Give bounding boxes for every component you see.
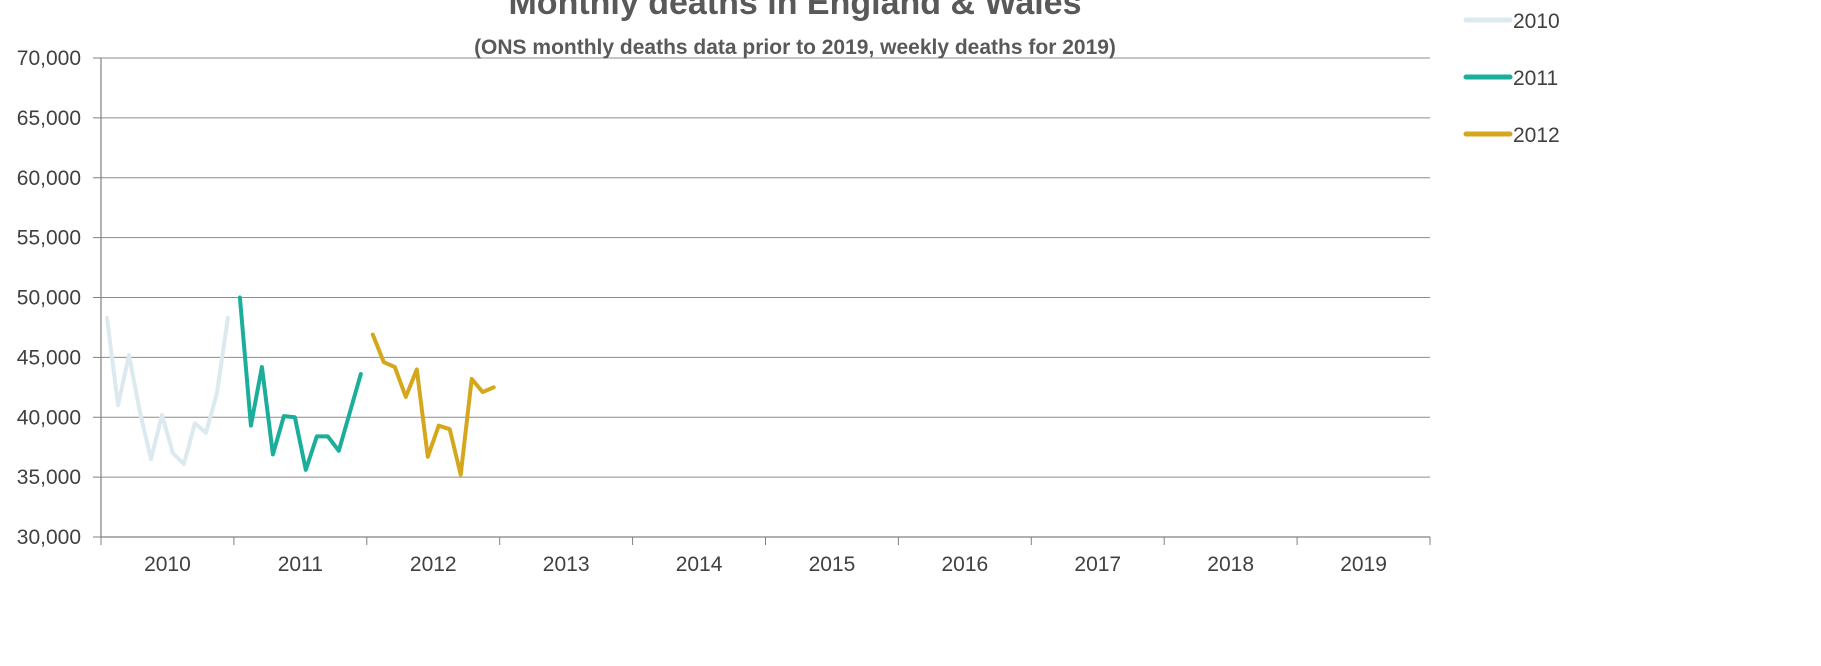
y-tick-label: 65,000 <box>17 107 81 130</box>
chart-title: Monthly deaths in England & Wales <box>508 0 1081 22</box>
y-axis: 30,000 35,000 40,000 45,000 50,000 55,000 60,0… <box>17 47 102 549</box>
legend-label-2010: 2010 <box>1513 10 1560 33</box>
y-tick-label: 70,000 <box>17 47 81 70</box>
x-tick-label: 2016 <box>941 553 988 576</box>
x-tick-label: 2013 <box>543 553 590 576</box>
x-tick-label: 2012 <box>410 553 457 576</box>
y-tick-label: 50,000 <box>17 287 81 310</box>
gridlines <box>101 57 1430 478</box>
legend-label-2011: 2011 <box>1513 67 1558 90</box>
x-tick-label: 2015 <box>809 553 856 576</box>
x-tick-label: 2019 <box>1340 553 1387 576</box>
legend-label-2012: 2012 <box>1513 124 1560 147</box>
y-tick-label: 55,000 <box>17 227 81 250</box>
y-tick-label: 30,000 <box>17 526 81 549</box>
series-lines <box>105 295 496 477</box>
y-tick-label: 35,000 <box>17 466 81 489</box>
x-axis: 2010 2011 2012 2013 2014 2015 2016 2017 2018 2019 <box>100 536 1431 576</box>
y-tick-label: 60,000 <box>17 167 81 190</box>
x-tick-label: 2017 <box>1074 553 1121 576</box>
y-tick-label: 40,000 <box>17 406 81 429</box>
series-line-2010 <box>105 315 230 466</box>
legend: 2010 2011 2012 <box>1463 10 1560 147</box>
x-tick-label: 2018 <box>1207 553 1254 576</box>
series-line-2012 <box>370 332 496 477</box>
x-tick-label: 2011 <box>278 553 323 576</box>
chart-subtitle: (ONS monthly deaths data prior to 2019, … <box>474 36 1116 59</box>
x-tick-label: 2014 <box>676 553 723 576</box>
series-line-2011 <box>237 295 363 472</box>
x-tick-label: 2010 <box>144 553 191 576</box>
y-tick-label: 45,000 <box>17 346 81 369</box>
